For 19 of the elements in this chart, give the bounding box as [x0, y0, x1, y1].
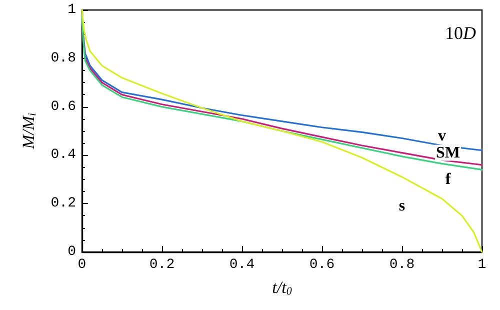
y-tick-label: 0.4 [50, 147, 76, 164]
y-axis-title: M/Mi [19, 112, 38, 150]
x-tick-label: 0 [78, 257, 86, 273]
y-tick-label: 1 [68, 2, 76, 18]
y-tick-label: 0.6 [50, 98, 76, 115]
y-tick-label: 0.2 [50, 196, 76, 212]
x-tick-label: 1 [478, 257, 486, 273]
y-tick-label: 0 [68, 244, 76, 260]
series-label: f [445, 170, 452, 188]
series-label: v [438, 127, 446, 144]
x-tick-label: 0.4 [229, 257, 255, 273]
line-series [81, 9, 483, 253]
x-tick-label: 0.8 [389, 257, 415, 273]
series-label: s [398, 198, 406, 215]
y-tick-label: 0.8 [50, 50, 76, 66]
annotation: 10D [445, 23, 476, 43]
x-tick-label: 0.6 [309, 257, 335, 273]
series-label: SM [436, 144, 460, 162]
x-tick-label: 0.2 [149, 257, 175, 273]
